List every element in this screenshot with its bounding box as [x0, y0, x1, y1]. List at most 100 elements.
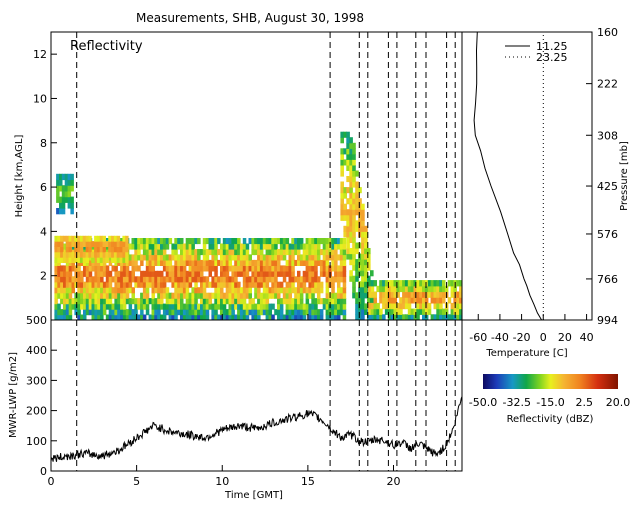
reflectivity-cell-low-stratiform-layer [105, 298, 110, 305]
reflectivity-cell-low-stratiform-layer [245, 259, 250, 266]
reflectivity-cell-low-stratiform-layer [177, 281, 181, 288]
reflectivity-cell-low-stratiform-layer [322, 243, 327, 250]
reflectivity-cell-low-stratiform-layer [245, 276, 250, 283]
reflectivity-cell-low-stratiform-layer [239, 270, 244, 277]
reflectivity-cell-low-stratiform-layer [214, 270, 218, 277]
reflectivity-cell-low-stratiform-layer [279, 265, 284, 272]
reflectivity-cell-isolated-echo [56, 185, 60, 192]
reflectivity-cell-low-stratiform-layer [200, 259, 204, 266]
reflectivity-cell-low-stratiform-layer [160, 270, 164, 277]
reflectivity-cell-isolated-echo [67, 179, 72, 186]
reflectivity-cell-low-stratiform-layer [117, 270, 121, 277]
reflectivity-cell-late-boundary-layer [424, 308, 429, 315]
reflectivity-cell-low-stratiform-layer [228, 265, 232, 272]
reflectivity-cell-convective-tower [343, 159, 347, 166]
reflectivity-cell-low-stratiform-layer [117, 314, 121, 321]
reflectivity-cell-low-stratiform-layer [231, 281, 235, 288]
reflectivity-cell-low-stratiform-layer [297, 254, 301, 261]
reflectivity-cell-late-boundary-layer [399, 302, 403, 310]
reflectivity-cell-low-stratiform-layer [211, 276, 215, 283]
reflectivity-cell-low-stratiform-layer [142, 303, 147, 310]
reflectivity-cell-low-stratiform-layer [239, 259, 244, 266]
reflectivity-cell-late-boundary-layer [373, 297, 377, 304]
reflectivity-cell-low-stratiform-layer [208, 259, 212, 266]
reflectivity-cell-upper-layer [79, 235, 84, 242]
reflectivity-cell-low-stratiform-layer [228, 298, 232, 305]
reflectivity-cell-late-boundary-layer [436, 308, 440, 315]
reflectivity-cell-low-stratiform-layer [211, 243, 215, 250]
reflectivity-cell-upper-layer [77, 241, 81, 247]
reflectivity-cell-low-stratiform-layer [299, 298, 304, 305]
reflectivity-cell-convective-tower [352, 286, 356, 293]
reflectivity-cell-late-boundary-layer [419, 285, 423, 293]
reflectivity-cell-low-stratiform-layer [325, 298, 330, 305]
reflectivity-cell-convective-tower [352, 176, 356, 183]
reflectivity-cell-low-stratiform-layer [154, 238, 158, 245]
reflectivity-cell-late-boundary-layer [453, 285, 457, 293]
temperature-axis-tick-label: -60 [469, 331, 487, 344]
reflectivity-cell-convective-tower [364, 242, 368, 249]
reflectivity-cell-low-stratiform-layer [214, 287, 218, 294]
reflectivity-cell-low-stratiform-layer [325, 243, 330, 250]
reflectivity-cell-late-boundary-layer [439, 308, 443, 315]
reflectivity-cell-convective-tower [349, 142, 353, 149]
reflectivity-cell-low-stratiform-layer [120, 292, 124, 299]
reflectivity-cell-low-stratiform-layer [271, 259, 275, 266]
reflectivity-cell-low-stratiform-layer [160, 292, 164, 299]
reflectivity-cell-low-stratiform-layer [248, 276, 252, 283]
reflectivity-cell-low-stratiform-layer [120, 238, 124, 245]
reflectivity-cell-late-boundary-layer [404, 314, 409, 321]
reflectivity-cell-upper-layer [65, 235, 70, 242]
reflectivity-cell-low-stratiform-layer [342, 254, 347, 261]
reflectivity-cell-low-stratiform-layer [342, 281, 347, 288]
reflectivity-cell-late-boundary-layer [419, 291, 423, 298]
reflectivity-cell-low-stratiform-layer [239, 303, 244, 310]
reflectivity-cell-late-boundary-layer [407, 308, 412, 315]
reflectivity-cell-low-stratiform-layer [294, 303, 298, 310]
reflectivity-cell-convective-tower [349, 214, 353, 221]
reflectivity-cell-low-stratiform-layer [191, 292, 195, 299]
reflectivity-cell-upper-layer [54, 241, 58, 247]
reflectivity-cell-low-stratiform-layer [291, 259, 295, 266]
reflectivity-cell-low-stratiform-layer [148, 298, 153, 305]
reflectivity-cell-convective-tower [370, 314, 374, 321]
reflectivity-cell-low-stratiform-layer [334, 298, 338, 305]
reflectivity-cell-low-stratiform-layer [211, 303, 215, 310]
colorbar-tick-label: -15.0 [536, 396, 564, 409]
reflectivity-cell-convective-tower [349, 164, 353, 171]
reflectivity-cell-low-stratiform-layer [277, 265, 281, 272]
reflectivity-cell-low-stratiform-layer [259, 276, 264, 283]
reflectivity-cell-low-stratiform-layer [128, 314, 133, 321]
reflectivity-cell-convective-tower [349, 153, 353, 160]
reflectivity-cell-upper-layer [105, 241, 109, 247]
reflectivity-cell-convective-tower [349, 198, 353, 205]
reflectivity-cell-low-stratiform-layer [334, 254, 338, 261]
reflectivity-cell-low-stratiform-layer [148, 238, 153, 245]
reflectivity-cell-low-stratiform-layer [80, 292, 84, 299]
reflectivity-cell-low-stratiform-layer [134, 314, 138, 321]
reflectivity-cell-low-stratiform-layer [191, 303, 195, 310]
reflectivity-cell-late-boundary-layer [436, 302, 440, 310]
reflectivity-cell-low-stratiform-layer [274, 265, 278, 272]
reflectivity-cell-low-stratiform-layer [180, 265, 184, 272]
reflectivity-cell-low-stratiform-layer [334, 249, 338, 256]
reflectivity-cell-upper-layer [65, 251, 70, 258]
reflectivity-cell-low-stratiform-layer [162, 259, 167, 266]
reflectivity-cell-convective-tower [361, 236, 365, 243]
reflectivity-cell-late-boundary-layer [410, 308, 415, 315]
reflectivity-cell-upper-layer [125, 246, 129, 253]
temperature-axis-tick-label: -20 [513, 331, 531, 344]
reflectivity-cell-low-stratiform-layer [297, 259, 301, 266]
reflectivity-cell-upper-layer [88, 246, 92, 253]
reflectivity-cell-low-stratiform-layer [319, 270, 324, 277]
reflectivity-cell-convective-tower [340, 181, 344, 188]
reflectivity-cell-low-stratiform-layer [337, 243, 341, 250]
reflectivity-cell-late-boundary-layer [402, 297, 406, 304]
reflectivity-cell-low-stratiform-layer [279, 314, 284, 321]
reflectivity-cell-upper-layer [94, 251, 98, 258]
reflectivity-cell-low-stratiform-layer [60, 281, 64, 288]
reflectivity-cell-late-boundary-layer [376, 314, 380, 321]
reflectivity-cell-low-stratiform-layer [262, 238, 267, 245]
reflectivity-cell-convective-tower [364, 253, 368, 260]
lwp-axis-tick-label: 500 [26, 314, 47, 327]
